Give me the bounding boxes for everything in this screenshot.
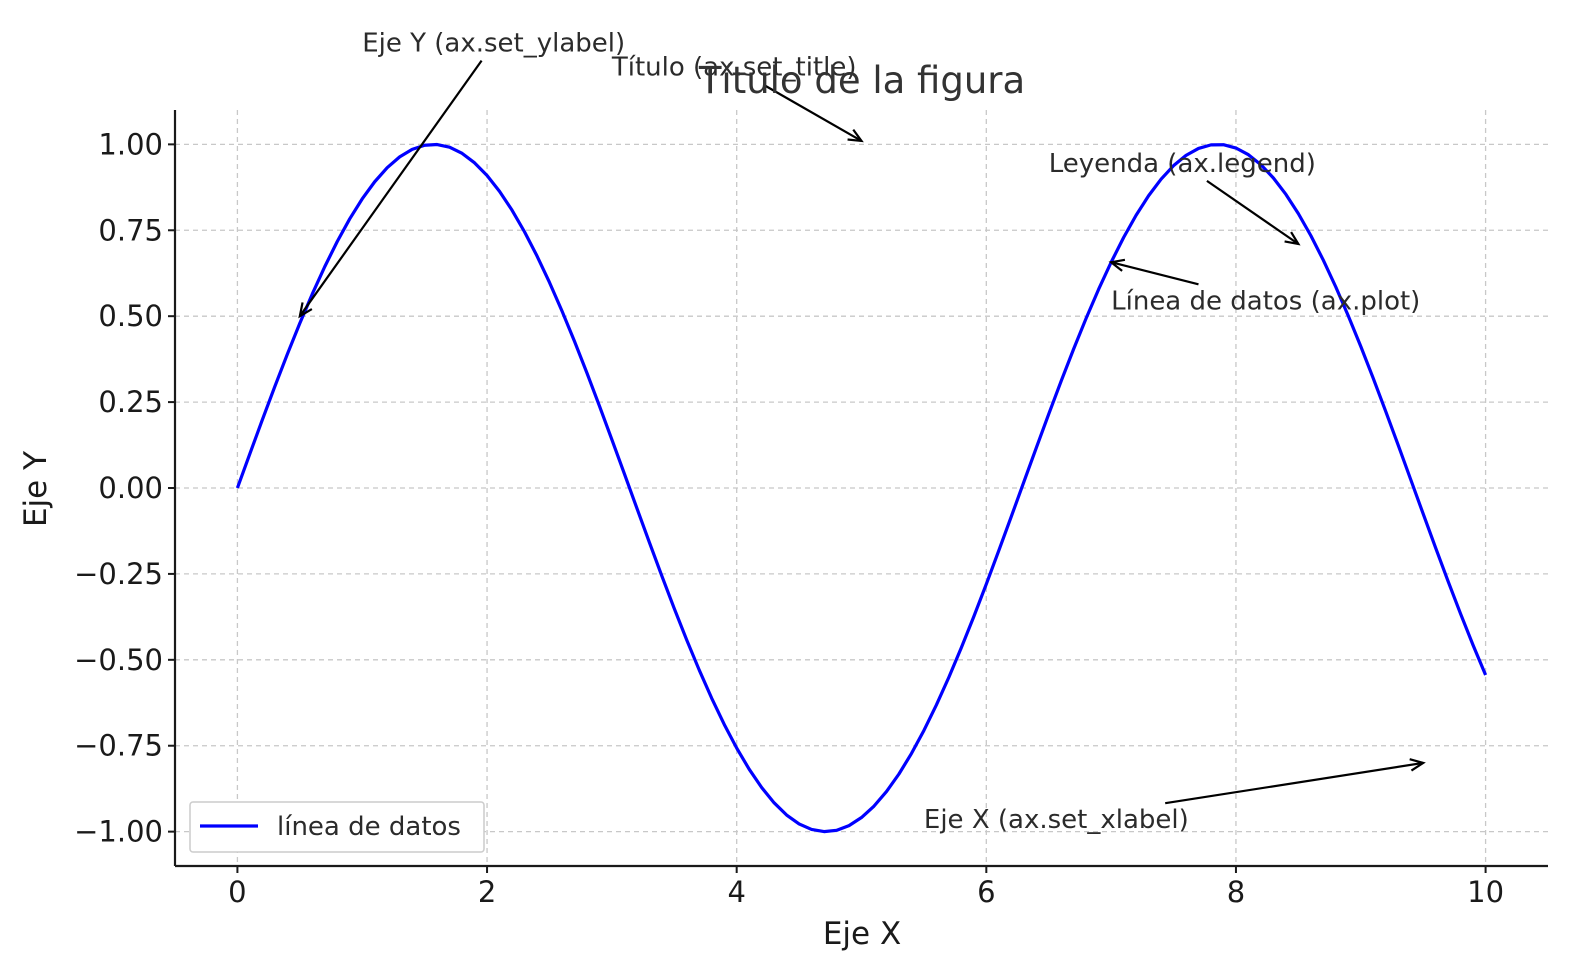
annotation-arrow — [762, 83, 863, 142]
annotation-arrow — [1165, 761, 1424, 805]
annotation-layer: Eje Y (ax.set_ylabel)Título (ax.set_titl… — [298, 29, 1426, 835]
series-layer — [235, 142, 1488, 834]
annotation-label: Leyenda (ax.legend) — [1049, 149, 1316, 179]
series-line-linea-de-datos — [235, 142, 1488, 834]
y-tick-label: −0.50 — [74, 643, 163, 677]
grid-layer — [175, 110, 1548, 866]
x-tick-label: 0 — [228, 875, 246, 909]
y-tick-label: −0.25 — [74, 557, 163, 591]
legend: línea de datos — [189, 801, 485, 853]
legend-frame — [189, 801, 485, 853]
axes-layer: 0 2 4 6 8 10 1.00 0.75 0.50 0.25 0.00 −0.25 −0.50 −0.… — [74, 110, 1548, 909]
annotation-arrowhead — [847, 128, 864, 143]
y-tick-label: 0.25 — [98, 385, 163, 419]
annotation-arrowhead — [1409, 758, 1426, 772]
x-axis-title: Eje X — [823, 916, 901, 952]
y-tick-label: 0.50 — [98, 299, 163, 333]
legend-label: línea de datos — [277, 812, 461, 842]
y-tick-label: 1.00 — [98, 127, 163, 161]
x-tick-label: 4 — [727, 875, 745, 909]
x-tick-label: 2 — [478, 875, 496, 909]
annotation-label: Título (ax.set_title) — [611, 53, 857, 83]
annotation-arrow — [1110, 261, 1199, 286]
y-tick-label: −0.75 — [74, 729, 163, 763]
x-tick-label: 6 — [977, 875, 995, 909]
x-tick-label: 8 — [1227, 875, 1245, 909]
annotation-label: Eje X (ax.set_xlabel) — [924, 805, 1189, 835]
y-tick-label: −1.00 — [74, 815, 163, 849]
annotation-arrow — [1206, 179, 1299, 245]
x-tick-label: 10 — [1467, 875, 1504, 909]
annotation-label: Línea de datos (ax.plot) — [1111, 286, 1420, 316]
annotation-arrow — [298, 59, 483, 317]
annotation-label: Eje Y (ax.set_ylabel) — [362, 29, 625, 59]
y-tick-label: 0.75 — [98, 213, 163, 247]
chart-title: Título de la figura — [698, 59, 1025, 102]
y-axis-title: Eje Y — [18, 451, 54, 527]
annotation-arrowhead — [1284, 231, 1301, 246]
annotation-arrowhead — [1108, 258, 1126, 272]
y-tick-label: 0.00 — [98, 471, 163, 505]
annotation-arrowhead — [298, 302, 313, 319]
